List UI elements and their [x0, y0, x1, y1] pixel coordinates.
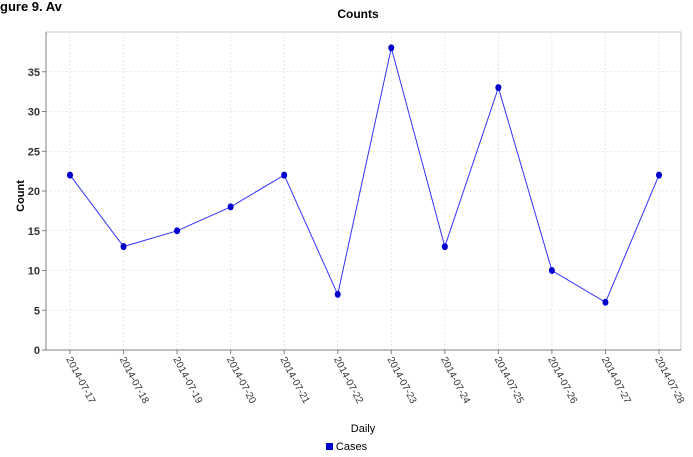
x-tick-label: 2014-07-26 — [545, 355, 579, 406]
data-point — [67, 171, 73, 179]
data-point — [281, 171, 288, 179]
data-point — [120, 243, 127, 251]
x-tick-label: 2014-07-18 — [117, 355, 151, 406]
data-point — [174, 227, 181, 235]
x-tick-label: 2014-07-17 — [63, 355, 97, 406]
x-tick-label: 2014-07-27 — [599, 355, 633, 406]
legend: Cases — [0, 441, 693, 454]
data-point — [548, 267, 555, 274]
y-tick-label: 25 — [28, 146, 40, 158]
data-point — [388, 44, 395, 52]
data-point — [656, 171, 662, 179]
data-point — [602, 298, 609, 306]
data-point — [495, 84, 502, 92]
x-tick-label: 2014-07-23 — [385, 355, 419, 406]
x-tick-label: 2014-07-28 — [652, 355, 686, 406]
legend-label-cases: Cases — [335, 441, 368, 453]
y-tick-label: 10 — [28, 266, 40, 278]
y-tick-label: 20 — [28, 186, 40, 198]
data-point — [334, 290, 341, 298]
figure-caption-fragment: gure 9. Av — [0, 0, 62, 14]
legend-swatch-cases — [325, 443, 333, 450]
x-axis-label: Daily — [351, 423, 376, 435]
x-tick-label: 2014-07-19 — [170, 355, 204, 406]
series-line-cases — [69, 47, 660, 304]
y-tick-label: 15 — [28, 226, 40, 238]
y-tick-label: 5 — [34, 305, 40, 317]
x-tick-label: 2014-07-20 — [224, 355, 258, 406]
x-tick-label: 2014-07-24 — [438, 355, 472, 406]
data-point — [227, 203, 234, 211]
x-tick-label: 2014-07-22 — [331, 355, 365, 406]
chart-title: Counts — [337, 7, 379, 21]
x-tick-label: 2014-07-25 — [492, 355, 526, 406]
y-tick-label: 35 — [28, 67, 40, 79]
y-tick-label: 30 — [28, 107, 40, 119]
plot-area: 0 5 10 15 20 25 30 35 2014-07-17 2014-07-18 2014-0… — [28, 31, 686, 406]
data-point — [441, 243, 448, 251]
x-tick-label: 2014-07-21 — [278, 355, 312, 406]
y-axis-label: Count — [15, 180, 27, 212]
y-tick-label: 0 — [34, 345, 40, 357]
